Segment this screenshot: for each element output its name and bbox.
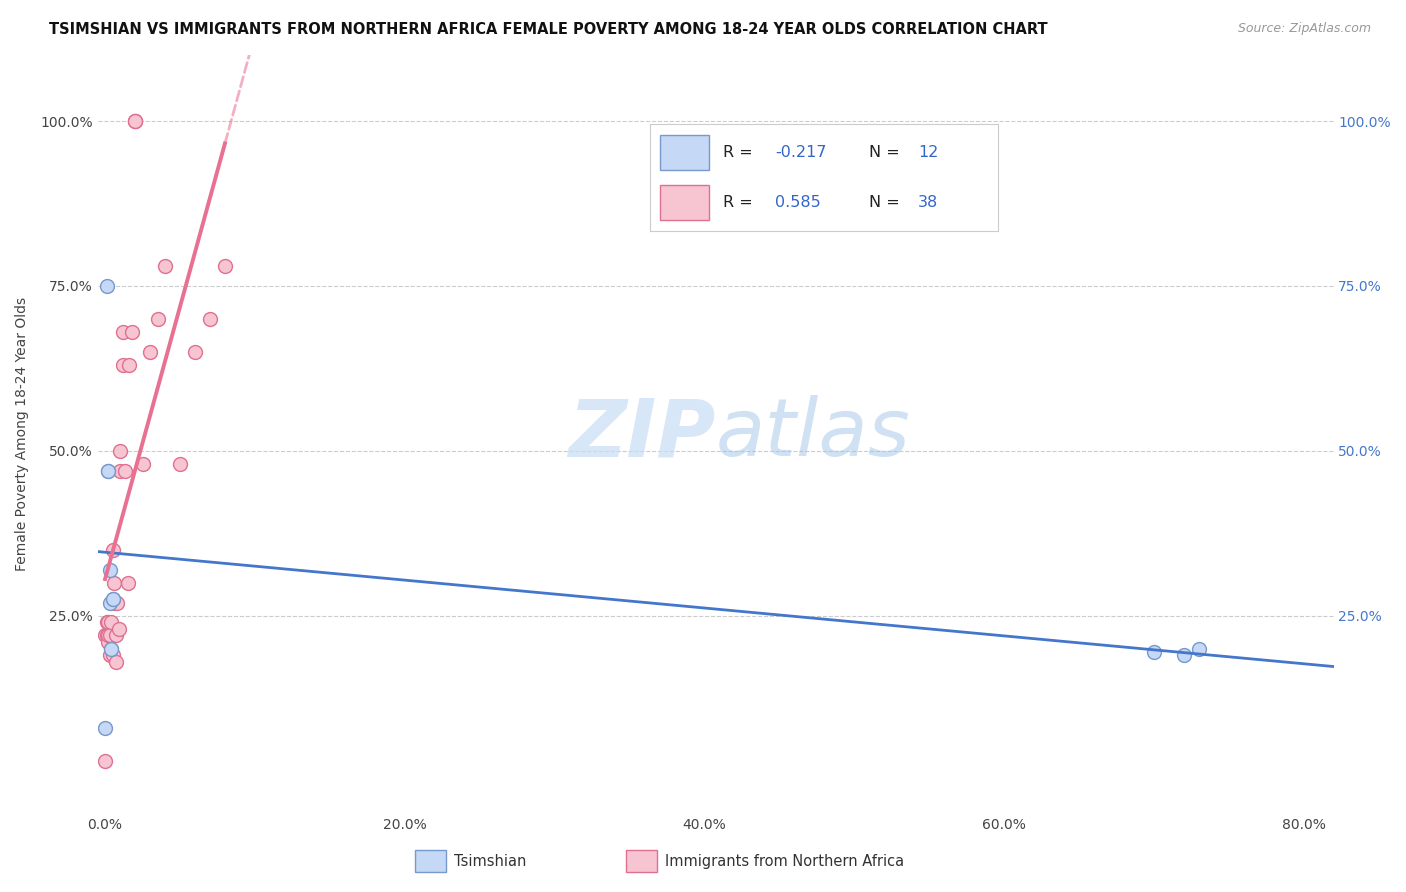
Point [100, 615, 122, 630]
Point [97, 615, 120, 630]
Y-axis label: Female Poverty Among 18-24 Year Olds: Female Poverty Among 18-24 Year Olds [15, 297, 30, 572]
Point [104, 628, 127, 642]
Point [112, 358, 135, 372]
Text: ZIP: ZIP [568, 395, 716, 474]
Point [100, 641, 122, 656]
Point [108, 443, 131, 458]
Point [96, 279, 118, 293]
Point [100, 641, 122, 656]
Point [98, 595, 121, 609]
Point [124, 114, 146, 128]
Point [101, 542, 124, 557]
Text: Source: ZipAtlas.com: Source: ZipAtlas.com [1237, 22, 1371, 36]
Point [96, 615, 118, 630]
Point [121, 325, 143, 339]
Text: atlas: atlas [716, 395, 910, 474]
Text: R =: R = [723, 145, 758, 160]
Point [94, 754, 117, 768]
Point [103, 595, 125, 609]
Point [104, 655, 127, 669]
Point [124, 114, 146, 128]
Point [94, 721, 117, 735]
Point [214, 259, 236, 273]
Point [101, 592, 124, 607]
Point [97, 635, 120, 649]
Point [114, 464, 136, 478]
Text: N =: N = [869, 145, 905, 160]
Text: -0.217: -0.217 [775, 145, 827, 160]
Point [98, 562, 121, 576]
FancyBboxPatch shape [661, 185, 709, 220]
Point [103, 575, 125, 590]
Point [94, 628, 117, 642]
Text: N =: N = [869, 195, 905, 210]
Point [146, 312, 169, 326]
Text: 12: 12 [918, 145, 939, 160]
Point [139, 345, 162, 359]
Point [107, 622, 129, 636]
Text: TSIMSHIAN VS IMMIGRANTS FROM NORTHERN AFRICA FEMALE POVERTY AMONG 18-24 YEAR OLD: TSIMSHIAN VS IMMIGRANTS FROM NORTHERN AF… [49, 22, 1047, 37]
Point [112, 325, 135, 339]
Point [198, 312, 221, 326]
Point [97, 464, 120, 478]
Point [1188, 641, 1211, 656]
Text: Tsimshian: Tsimshian [454, 855, 526, 869]
Point [96, 628, 118, 642]
Point [98, 648, 121, 663]
Point [124, 114, 146, 128]
Text: Immigrants from Northern Africa: Immigrants from Northern Africa [665, 855, 904, 869]
Point [97, 464, 120, 478]
Point [101, 648, 124, 663]
Point [169, 457, 191, 471]
Point [98, 628, 121, 642]
Point [108, 464, 131, 478]
Point [118, 358, 141, 372]
Point [97, 628, 120, 642]
Point [1143, 645, 1166, 659]
Text: 38: 38 [918, 195, 938, 210]
Point [117, 575, 139, 590]
Point [131, 457, 153, 471]
Point [153, 259, 176, 273]
Point [105, 595, 128, 609]
Point [184, 345, 207, 359]
Text: 0.585: 0.585 [775, 195, 821, 210]
FancyBboxPatch shape [661, 135, 709, 170]
Point [101, 592, 124, 607]
Point [1173, 648, 1195, 663]
Text: R =: R = [723, 195, 758, 210]
